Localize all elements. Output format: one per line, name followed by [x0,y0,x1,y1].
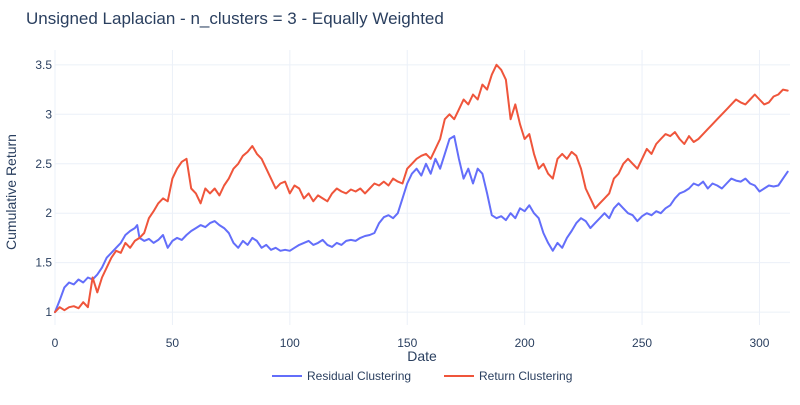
legend-label: Residual Clustering [307,369,411,383]
y-tick-label: 3.5 [35,58,52,72]
legend: Residual Clustering Return Clustering [272,369,572,383]
x-tick-label: 250 [632,336,652,350]
y-tick-label: 3 [45,107,52,121]
series-line-residual-clustering [54,135,789,314]
series-line-return-clustering [54,63,789,314]
x-tick-label: 200 [515,336,535,350]
x-tick-label: 50 [166,336,180,350]
x-tick-label: 0 [52,336,59,350]
y-tick-label: 2.5 [35,157,52,171]
x-tick-label: 300 [749,336,769,350]
legend-label: Return Clustering [479,369,572,383]
legend-item[interactable]: Residual Clustering [272,369,411,383]
x-axis-title: Date [407,348,437,364]
x-axis-ticks: 0 50 100 150 200 250 300 [52,336,770,350]
y-axis-title: Cumulative Return [3,134,19,250]
y-axis-ticks: 1 1.5 2 2.5 3 3.5 [35,58,52,319]
x-tick-label: 150 [397,336,417,350]
series-layer [54,63,789,314]
grid-layer [54,50,790,325]
x-tick-label: 100 [280,336,300,350]
y-tick-label: 1 [45,305,52,319]
y-tick-label: 1.5 [35,256,52,270]
legend-item[interactable]: Return Clustering [444,369,572,383]
chart-title: Unsigned Laplacian - n_clusters = 3 - Eq… [26,9,444,28]
y-tick-label: 2 [45,206,52,220]
